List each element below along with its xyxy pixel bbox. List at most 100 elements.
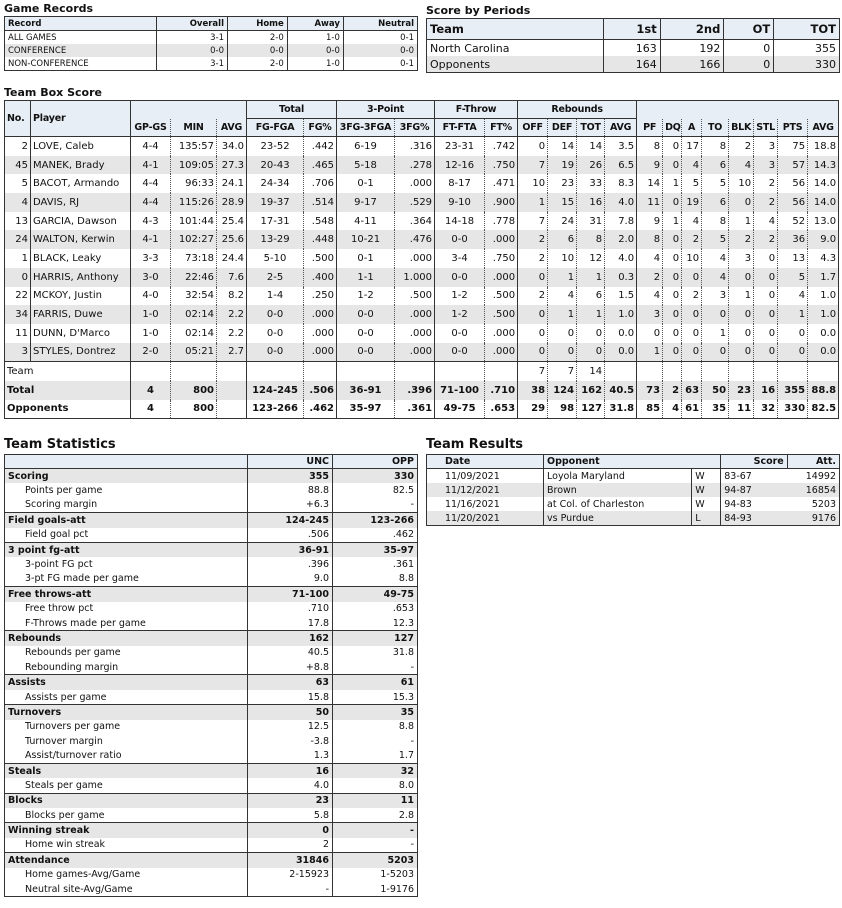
result-row: 11/12/2021 Brown W 94-87 16854 — [426, 483, 840, 497]
cell: 0-1 — [343, 57, 419, 71]
cell: 10 — [547, 249, 577, 268]
game-records-title: Game Records — [4, 2, 94, 15]
cell: 0 — [753, 249, 778, 268]
group-header: Total — [246, 100, 337, 119]
cell: .316 — [394, 136, 435, 156]
stat-row: 3-point FG pct .396.361 — [4, 557, 418, 572]
cell: 4-1 — [130, 230, 171, 250]
cell: L — [691, 511, 721, 526]
stat-cell: 36-91 — [247, 541, 333, 558]
cell: .000 — [394, 249, 435, 268]
cell: 4 — [701, 267, 729, 287]
team-results-title: Team Results — [426, 437, 524, 452]
cell: 330 — [777, 399, 808, 419]
cell: 14 — [547, 136, 577, 156]
stat-cell: - — [332, 837, 418, 853]
cell: 5-18 — [336, 155, 395, 175]
cell: 71-100 — [434, 380, 485, 400]
stat-cell: Field goal pct — [4, 527, 248, 543]
stat-cell: Blocks per game — [4, 807, 248, 823]
cell: 2.2 — [215, 323, 247, 343]
stat-row: 3-pt FG made per game 9.0 8.8 — [4, 571, 418, 587]
stat-cell: - — [332, 734, 418, 749]
stat-cell: 9.0 — [247, 571, 333, 587]
column-header: BLK — [728, 118, 754, 137]
column-header: Att. — [786, 454, 841, 469]
cell: 2 — [753, 174, 778, 194]
cell: 3-3 — [130, 249, 171, 268]
cell: 1-2 — [336, 286, 395, 306]
cell: 11/12/2021 — [445, 484, 500, 496]
cell: 3 — [701, 286, 729, 306]
cell: 73 — [636, 380, 663, 400]
cell: 1 — [547, 305, 577, 324]
cell: 101:44 — [170, 211, 217, 231]
cell — [662, 361, 682, 381]
cell: 9 — [636, 155, 663, 175]
cell: 35-97 — [336, 399, 395, 419]
cell: FARRIS, Duwe — [30, 305, 131, 324]
stat-cell: - — [332, 660, 418, 675]
cell: 192 — [660, 39, 725, 56]
stat-row: Field goal pct .506.462 — [4, 527, 418, 543]
cell: 28.9 — [215, 193, 247, 212]
column-header: Neutral — [342, 16, 419, 31]
stat-cell: 63 — [247, 674, 333, 690]
cell: W — [691, 497, 721, 511]
cell: North Carolina — [426, 39, 604, 56]
stat-cell: F-Throws made per game — [4, 615, 248, 631]
cell: 13 — [777, 249, 808, 268]
game-records-table: Record Overall Home Away Neutral ALL GAMES 3-1… — [4, 16, 419, 71]
cell: 124 — [547, 380, 577, 400]
cell — [130, 361, 171, 381]
stat-cell: 0 — [247, 822, 333, 838]
cell: 0 — [517, 267, 548, 287]
cell: W — [691, 468, 721, 483]
cell: 49-75 — [434, 399, 485, 419]
cell: 0-0 — [336, 305, 395, 324]
cell: ALL GAMES — [4, 30, 157, 44]
cell: .778 — [484, 211, 518, 231]
cell: 73:18 — [170, 249, 217, 268]
cell: 0 — [662, 193, 682, 212]
header-row: UNC OPP — [4, 454, 418, 469]
cell: 94-83 — [720, 497, 788, 511]
cell: 0 — [701, 305, 729, 324]
player-row: 22 MCKOY, Justin 4-0 32:54 8.2 1-4.250 1-2.500… — [5, 286, 839, 306]
cell: 3 — [753, 136, 778, 156]
cell: NON-CONFERENCE — [4, 57, 157, 71]
cell: 2-5 — [246, 267, 304, 287]
cell: 1 — [728, 286, 754, 306]
stat-cell: 12.3 — [332, 615, 418, 631]
cell — [246, 361, 304, 381]
cell: 8 — [636, 136, 663, 156]
cell: 4.0 — [604, 193, 637, 212]
stat-cell: Rebounds per game — [4, 645, 248, 661]
stat-cell: 8.8 — [332, 571, 418, 587]
cell: 0 — [753, 323, 778, 343]
cell: .500 — [484, 305, 518, 324]
cell: at Col. of Charleston — [542, 497, 692, 511]
stat-group-row: Blocks 23 11 — [4, 792, 418, 808]
box-score-title: Team Box Score — [4, 86, 102, 99]
cell: 2.0 — [604, 230, 637, 250]
cell: WALTON, Kerwin — [30, 230, 131, 250]
result-row: 11/20/2021 vs Purdue L 84-93 9176 — [426, 511, 840, 526]
cell: 11/16/2021 — [445, 498, 500, 510]
cell: 14.0 — [807, 174, 839, 194]
cell: 3 — [753, 155, 778, 175]
cell: 5 — [701, 174, 729, 194]
cell — [434, 361, 485, 381]
cell: 0 — [662, 230, 682, 250]
stat-cell: 2 — [247, 837, 333, 853]
cell: 0 — [662, 249, 682, 268]
stat-cell: 1.7 — [332, 748, 418, 764]
stat-row: Assists per game 15.8 15.3 — [4, 689, 418, 705]
cell: 14 — [576, 361, 605, 381]
stat-row: Assist/turnover ratio 1.3 1.7 — [4, 748, 418, 764]
stat-row: Rebounds per game 40.5 31.8 — [4, 645, 418, 661]
cell: 3 — [636, 305, 663, 324]
cell: 135:57 — [170, 136, 217, 156]
cell: .710 — [484, 380, 518, 400]
cell: 13 — [15, 215, 28, 227]
